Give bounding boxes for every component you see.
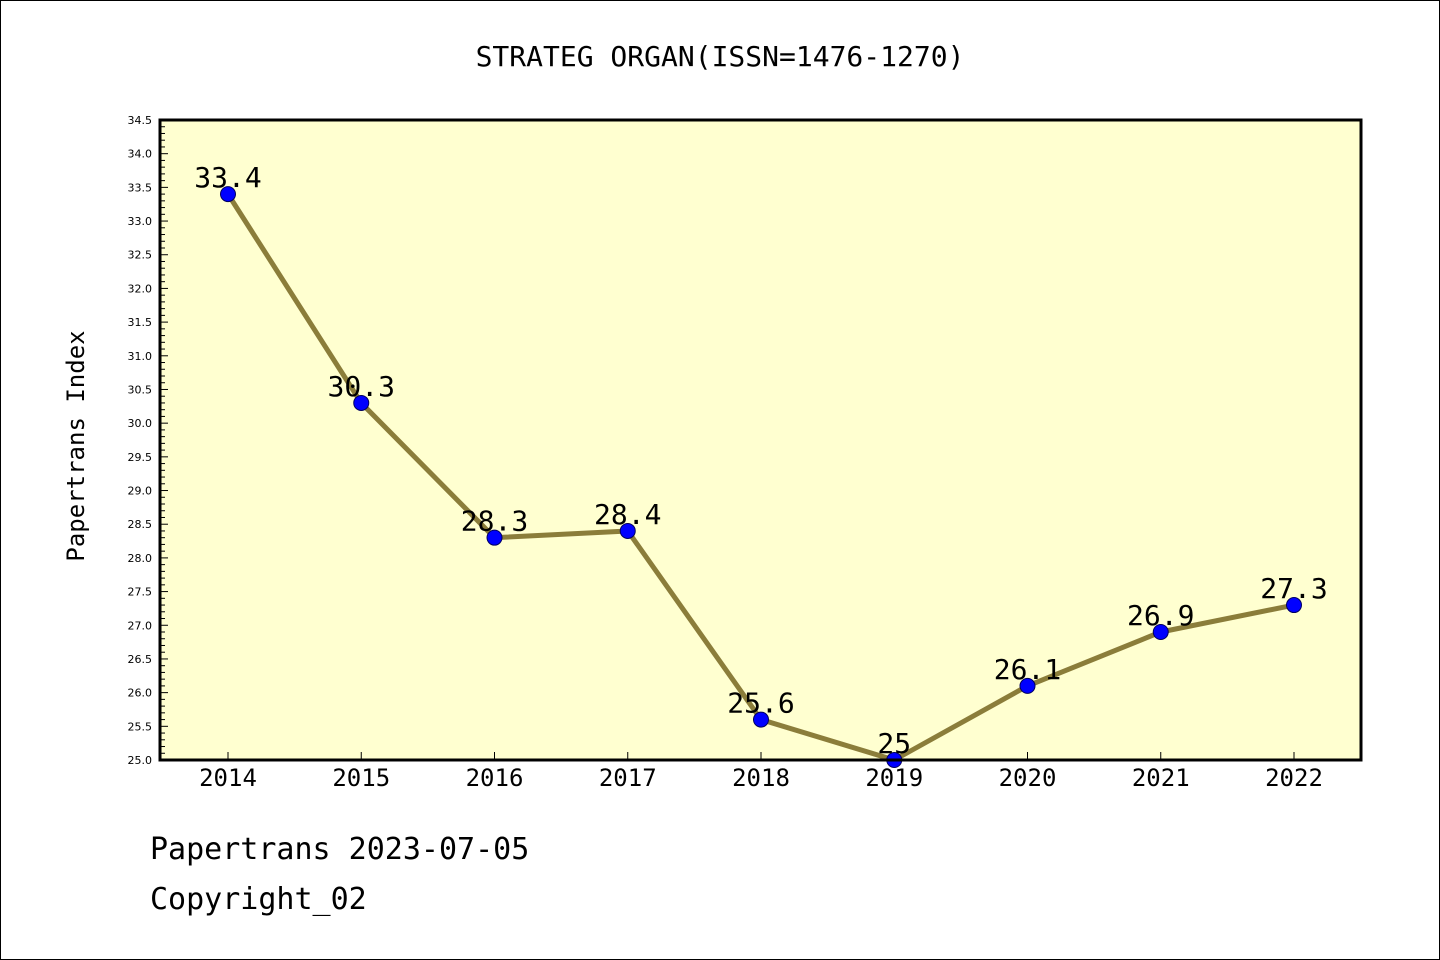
x-tick-label: 2017 bbox=[599, 764, 657, 792]
x-tick-label: 2018 bbox=[732, 764, 790, 792]
y-tick-label: 32.0 bbox=[128, 282, 153, 295]
data-point bbox=[619, 522, 636, 539]
footer-date: Papertrans 2023-07-05 bbox=[150, 832, 530, 867]
data-label: 27.3 bbox=[1260, 572, 1327, 605]
data-point bbox=[1152, 624, 1169, 640]
data-label: 30.3 bbox=[328, 370, 395, 403]
y-tick-label: 31.5 bbox=[128, 316, 153, 329]
data-label: 28.3 bbox=[461, 505, 528, 538]
x-tick-label: 2015 bbox=[332, 764, 390, 792]
y-tick-label: 28.0 bbox=[128, 552, 153, 565]
y-axis-label: Papertrans Index bbox=[62, 330, 90, 561]
data-point bbox=[753, 711, 769, 728]
y-tick-label: 29.5 bbox=[128, 451, 153, 464]
data-labels: 33.4 30.3 28.3 28.4 25.6 25 26.1 26.9 27.3 bbox=[194, 161, 1327, 760]
data-label: 25.6 bbox=[727, 687, 794, 720]
data-point bbox=[486, 529, 503, 546]
series-markers bbox=[220, 186, 1302, 768]
data-point bbox=[353, 394, 370, 411]
x-tick-label: 2020 bbox=[999, 764, 1057, 792]
data-label: 26.1 bbox=[994, 653, 1061, 686]
y-tick-label: 29.0 bbox=[128, 485, 153, 498]
data-point bbox=[220, 186, 236, 203]
data-label: 26.9 bbox=[1127, 599, 1194, 632]
y-tick-label: 30.0 bbox=[128, 417, 153, 430]
x-tick-label: 2019 bbox=[865, 764, 923, 792]
data-point bbox=[1019, 677, 1036, 694]
x-tick-label: 2014 bbox=[199, 764, 257, 792]
x-tick-label: 2016 bbox=[466, 764, 524, 792]
plot-area bbox=[160, 120, 1361, 760]
data-label: 25 bbox=[877, 727, 911, 760]
plot-border bbox=[158, 118, 1363, 762]
y-tick-label: 25.5 bbox=[128, 720, 153, 733]
y-tick-label: 30.5 bbox=[128, 383, 153, 396]
y-tick-label: 34.5 bbox=[128, 114, 153, 127]
y-axis-tick-labels: 25.0 25.5 26.0 26.5 27.0 27.5 28.0 28.5 29.0 29.5… bbox=[128, 114, 153, 767]
x-tick-label: 2022 bbox=[1265, 764, 1323, 792]
y-tick-label: 34.0 bbox=[128, 148, 153, 161]
footer-copyright: Copyright_02 bbox=[150, 882, 367, 917]
y-tick-label: 33.5 bbox=[128, 181, 153, 194]
y-tick-label: 26.5 bbox=[128, 653, 153, 666]
data-label: 28.4 bbox=[594, 498, 661, 531]
y-tick-label: 27.0 bbox=[128, 619, 153, 632]
y-tick-label: 27.5 bbox=[128, 586, 153, 599]
x-axis-tick-labels: 2014 2015 2016 2017 2018 2019 2020 2021 2022 bbox=[199, 764, 1323, 792]
data-point bbox=[1286, 597, 1302, 614]
y-tick-label: 32.5 bbox=[128, 249, 153, 262]
y-tick-label: 28.5 bbox=[128, 518, 153, 531]
data-label: 33.4 bbox=[194, 161, 261, 194]
chart-title: STRATEG ORGAN(ISSN=1476-1270) bbox=[476, 40, 965, 73]
x-tick-label: 2021 bbox=[1132, 764, 1190, 792]
y-tick-label: 26.0 bbox=[128, 687, 153, 700]
y-tick-label: 31.0 bbox=[128, 350, 153, 363]
y-tick-label: 25.0 bbox=[128, 754, 153, 767]
y-tick-label: 33.0 bbox=[128, 215, 153, 228]
